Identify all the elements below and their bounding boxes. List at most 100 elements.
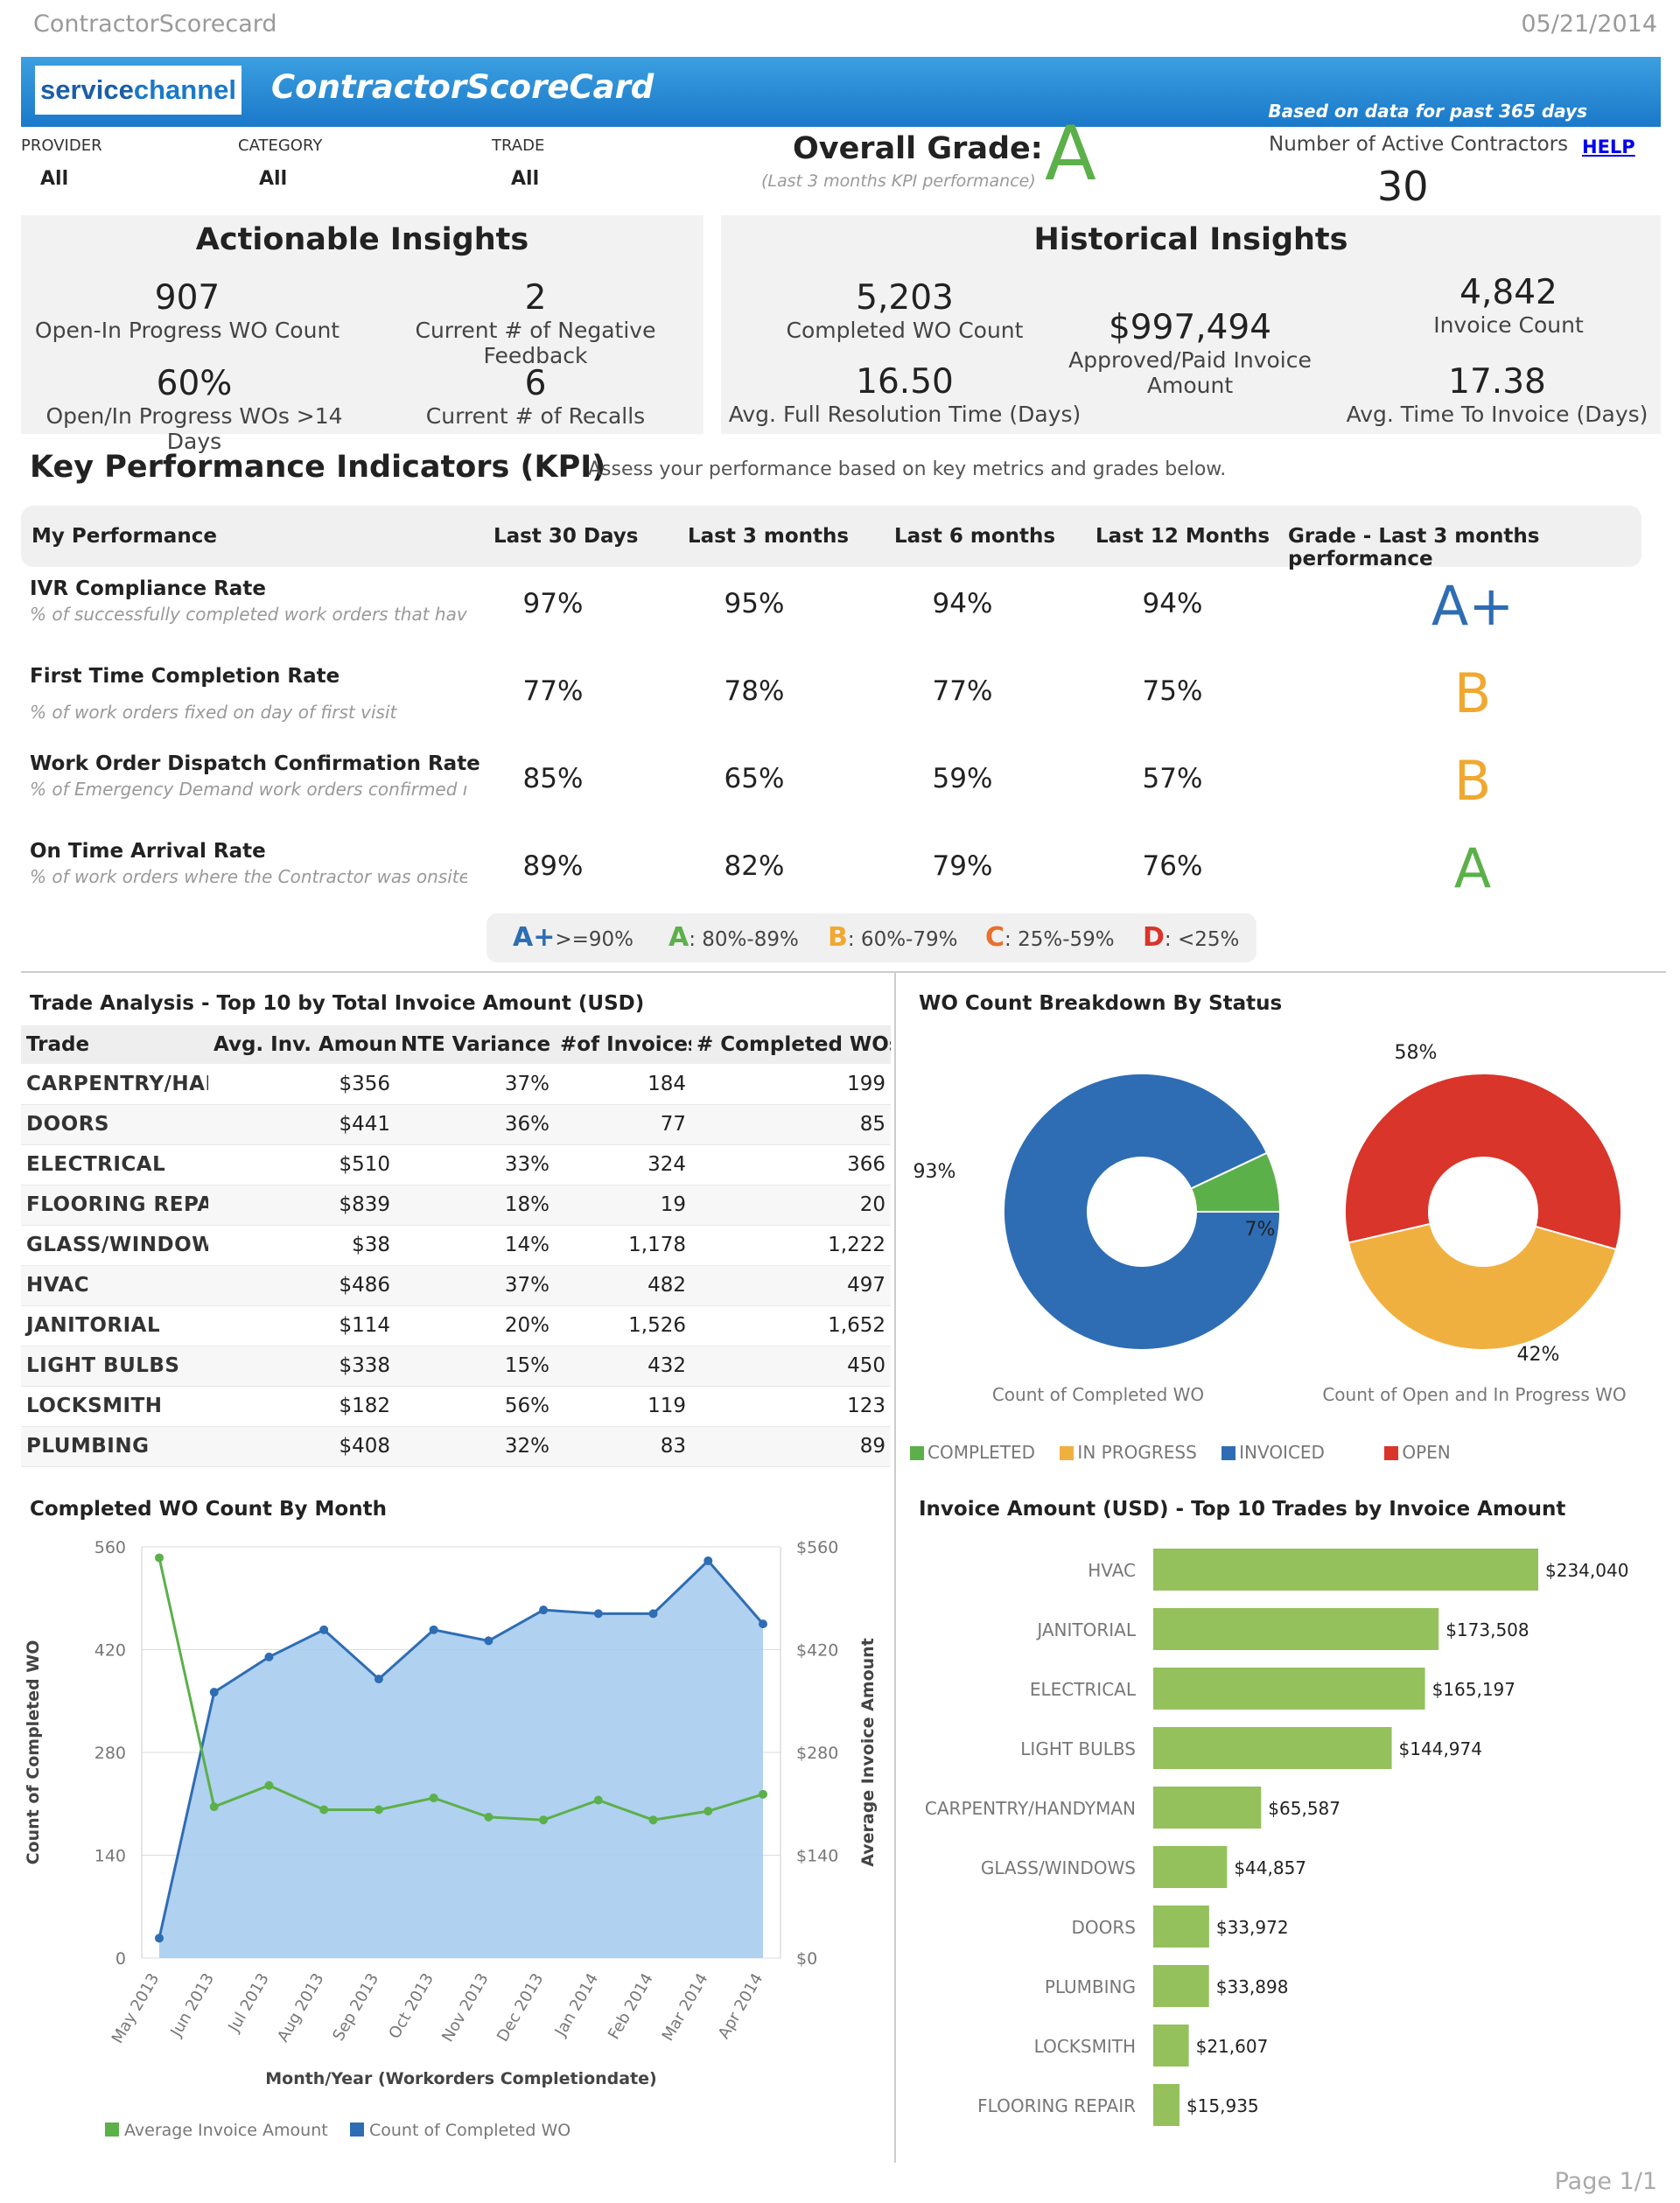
filter-trade-label: TRADE bbox=[492, 136, 545, 155]
trade-value-cell: 1,178 bbox=[555, 1225, 691, 1266]
bar bbox=[1153, 1965, 1209, 2007]
banner-title: ContractorScoreCard bbox=[271, 68, 654, 106]
data-point bbox=[484, 1812, 494, 1822]
trade-value-cell: 33% bbox=[396, 1144, 555, 1185]
trade-name-cell: GLASS/WINDOWS bbox=[21, 1225, 208, 1266]
filter-category-value[interactable]: All bbox=[259, 168, 288, 190]
y-tick-label: 420 bbox=[94, 1641, 126, 1661]
y-tick-label: 140 bbox=[94, 1847, 126, 1866]
banner: servicechannel ContractorScoreCard Based… bbox=[21, 57, 1661, 127]
grade-legend: A+>=90% A: 80%-89% B: 60%-79% C: 25%-59%… bbox=[486, 913, 1256, 962]
kpi-grade: B bbox=[1453, 661, 1492, 725]
trade-value-cell: 20% bbox=[396, 1305, 555, 1346]
table-row: JANITORIAL $114 20% 1,526 1,652 bbox=[21, 1305, 891, 1346]
trade-col-avg-inv: Avg. Inv. Amount bbox=[208, 1025, 396, 1064]
bar-category-label: GLASS/WINDOWS bbox=[981, 1857, 1136, 1878]
data-point bbox=[648, 1815, 658, 1825]
kpi-col-my-performance: My Performance bbox=[32, 525, 217, 548]
filter-category-label: CATEGORY bbox=[238, 136, 323, 155]
legend-d: D: <25% bbox=[1143, 922, 1240, 953]
kpi-value: 85% bbox=[522, 763, 584, 794]
help-link[interactable]: HELP bbox=[1582, 136, 1635, 157]
y-tick-label: 280 bbox=[94, 1744, 126, 1763]
kpi-value: 57% bbox=[1142, 763, 1203, 794]
data-point bbox=[155, 1934, 164, 1943]
actionable-insights-panel: Actionable Insights 907 Open-In Progress … bbox=[21, 215, 704, 454]
trade-value-cell: $38 bbox=[208, 1225, 396, 1266]
active-contractors-value: 30 bbox=[1377, 163, 1429, 210]
trade-value-cell: $441 bbox=[208, 1104, 396, 1145]
kpi-col-last-30-days: Last 30 Days bbox=[494, 525, 639, 548]
trade-col-trade: Trade bbox=[21, 1025, 208, 1064]
kpi-description: % of work orders fixed on day of first v… bbox=[30, 702, 397, 723]
kpi-subtitle: Assess your performance based on key met… bbox=[588, 458, 1227, 480]
y2-tick-label: $140 bbox=[796, 1847, 838, 1866]
x-tick-label: Sep 2013 bbox=[329, 1970, 382, 2045]
resolution-time-stat: 16.50 Avg. Full Resolution Time (Days) bbox=[728, 362, 1082, 427]
y2-tick-label: $420 bbox=[796, 1641, 838, 1661]
x-tick-label: Apr 2014 bbox=[715, 1970, 767, 2042]
trade-value-cell: 1,222 bbox=[691, 1225, 891, 1266]
table-row: ELECTRICAL $510 33% 324 366 bbox=[21, 1144, 891, 1185]
kpi-grade: A+ bbox=[1431, 574, 1515, 638]
y2-tick-label: $560 bbox=[796, 1538, 838, 1557]
data-point bbox=[593, 1795, 603, 1805]
data-point bbox=[429, 1625, 438, 1634]
bar-value-label: $165,197 bbox=[1432, 1679, 1516, 1700]
table-row: DOORS $441 36% 77 85 bbox=[21, 1104, 891, 1145]
legend-label: Count of Completed WO bbox=[369, 2121, 570, 2140]
bar-category-label: JANITORIAL bbox=[1035, 1619, 1137, 1640]
kpi-value: 94% bbox=[932, 588, 993, 619]
trade-value-cell: 1,652 bbox=[691, 1305, 891, 1346]
trade-value-cell: 432 bbox=[555, 1346, 691, 1387]
data-point bbox=[704, 1556, 713, 1565]
trade-name-cell: ELECTRICAL bbox=[21, 1144, 208, 1185]
data-point bbox=[264, 1652, 274, 1661]
data-point bbox=[374, 1675, 383, 1684]
series-line-average-invoice-amount bbox=[158, 1557, 764, 1822]
wo-breakdown-title: WO Count Breakdown By Status bbox=[919, 992, 1283, 1015]
trade-value-cell: 89 bbox=[691, 1426, 891, 1467]
kpi-col-grade: Grade - Last 3 months performance bbox=[1288, 525, 1540, 570]
completed-wo-stat: 5,203 Completed WO Count bbox=[786, 278, 1024, 343]
x-tick-label: Dec 2013 bbox=[494, 1970, 547, 2045]
bar-value-label: $144,974 bbox=[1399, 1738, 1482, 1759]
data-point bbox=[648, 1609, 658, 1619]
kpi-value: 94% bbox=[1142, 588, 1203, 619]
page-number: Page 1/1 bbox=[1554, 2168, 1657, 2195]
bar-category-label: LIGHT BULBS bbox=[1020, 1738, 1136, 1759]
trade-col-invoices: #of Invoices bbox=[555, 1025, 691, 1064]
data-point bbox=[209, 1802, 219, 1812]
pie-slice-label: 93% bbox=[914, 1161, 956, 1183]
wo-status-pie-charts: 93% 7% 58% 42% bbox=[914, 1042, 1622, 1366]
trade-value-cell: 19 bbox=[555, 1185, 691, 1226]
table-row: PLUMBING $408 32% 83 89 bbox=[21, 1426, 891, 1467]
bar-value-label: $44,857 bbox=[1234, 1857, 1306, 1878]
table-row: LIGHT BULBS $338 15% 432 450 bbox=[21, 1346, 891, 1387]
bar bbox=[1153, 1787, 1262, 1829]
pie-slice-in-progress bbox=[1347, 1222, 1618, 1351]
trade-value-cell: 85 bbox=[691, 1104, 891, 1145]
servicechannel-logo: servicechannel bbox=[35, 66, 242, 115]
trade-value-cell: 15% bbox=[396, 1346, 555, 1387]
bar-value-label: $33,972 bbox=[1216, 1917, 1289, 1938]
trade-value-cell: 77 bbox=[555, 1104, 691, 1145]
kpi-value: 59% bbox=[932, 763, 993, 794]
bar-category-label: PLUMBING bbox=[1045, 1976, 1136, 1997]
section-divider bbox=[21, 971, 1666, 973]
kpi-grade: B bbox=[1453, 749, 1492, 813]
trade-value-cell: $510 bbox=[208, 1144, 396, 1185]
kpi-value: 95% bbox=[724, 588, 785, 619]
x-tick-label: May 2013 bbox=[108, 1970, 164, 2046]
data-point bbox=[319, 1805, 329, 1815]
report-date: 05/21/2014 bbox=[1521, 10, 1657, 38]
filter-trade-value[interactable]: All bbox=[511, 168, 540, 190]
kpi-title: Key Performance Indicators (KPI) bbox=[30, 450, 606, 485]
kpi-description: % of work orders where the Contractor wa… bbox=[30, 866, 467, 887]
overall-grade-label: Overall Grade: bbox=[793, 131, 1043, 166]
filter-provider-value[interactable]: All bbox=[40, 168, 69, 190]
open-wo-count-stat: 907 Open-In Progress WO Count bbox=[34, 278, 340, 343]
y2-tick-label: $280 bbox=[796, 1744, 838, 1763]
pie2-caption: Count of Open and In Progress WO bbox=[1322, 1384, 1627, 1405]
x-tick-label: Jul 2013 bbox=[224, 1970, 272, 2036]
